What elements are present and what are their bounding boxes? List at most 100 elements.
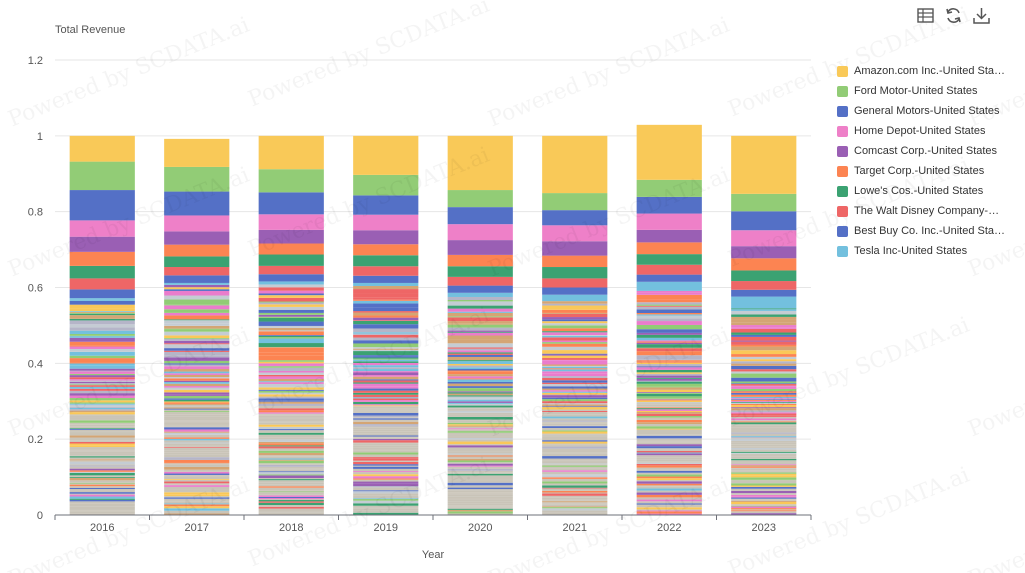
bar-segment-other[interactable] [258, 487, 324, 491]
bar-segment-other[interactable] [542, 433, 608, 435]
bar-segment-other[interactable] [258, 455, 324, 457]
bar-segment[interactable] [542, 225, 608, 242]
bar-segment-other[interactable] [69, 459, 135, 461]
bar-segment-other[interactable] [542, 448, 608, 451]
bar-segment-other[interactable] [542, 481, 608, 484]
bar-segment-other[interactable] [731, 451, 797, 453]
bar-segment-other[interactable] [636, 402, 702, 404]
bar-segment-other[interactable] [447, 388, 513, 392]
bar-segment-other[interactable] [636, 488, 702, 491]
bar-segment-other[interactable] [258, 439, 324, 442]
bar-segment[interactable] [258, 192, 324, 215]
legend-item[interactable]: Tesla Inc-United States [837, 241, 1017, 261]
bar-segment-other[interactable] [636, 446, 702, 449]
bar-segment-other[interactable] [447, 426, 513, 429]
bar-segment-other[interactable] [731, 480, 797, 481]
bar-segment-other[interactable] [164, 369, 230, 372]
bar-segment-other[interactable] [731, 319, 797, 323]
bar-segment-other[interactable] [69, 508, 135, 510]
bar-segment-other[interactable] [353, 369, 419, 372]
bar-segment-other[interactable] [542, 458, 608, 461]
bar-segment[interactable] [731, 258, 797, 271]
bar-segment-other[interactable] [542, 386, 608, 389]
bar-segment-other[interactable] [69, 370, 135, 372]
bar-segment-other[interactable] [164, 360, 230, 364]
bar-segment-other[interactable] [636, 434, 702, 436]
bar-segment-other[interactable] [542, 354, 608, 356]
bar-segment-other[interactable] [636, 423, 702, 427]
bar-segment[interactable] [258, 214, 324, 230]
bar-segment-other[interactable] [636, 342, 702, 345]
bar-segment-other[interactable] [731, 325, 797, 328]
bar-segment-other[interactable] [353, 379, 419, 381]
bar-segment-other[interactable] [731, 383, 797, 385]
bar-segment-other[interactable] [447, 463, 513, 466]
bar-segment-other[interactable] [69, 363, 135, 366]
bar-segment-other[interactable] [258, 317, 324, 322]
bar-segment-other[interactable] [636, 483, 702, 486]
bar-segment-other[interactable] [542, 359, 608, 361]
bar-segment-other[interactable] [731, 470, 797, 472]
bar-segment[interactable] [353, 214, 419, 231]
bar-segment[interactable] [636, 264, 702, 275]
bar-segment-other[interactable] [353, 449, 419, 451]
restore-icon[interactable] [943, 5, 963, 25]
bar-segment-other[interactable] [258, 414, 324, 416]
bar-segment-other[interactable] [636, 408, 702, 410]
bar-segment-other[interactable] [636, 362, 702, 365]
bar-segment-other[interactable] [258, 314, 324, 317]
bar-segment-other[interactable] [258, 458, 324, 460]
bar-segment-other[interactable] [258, 508, 324, 512]
bar-segment-other[interactable] [636, 416, 702, 418]
bar-segment-other[interactable] [542, 492, 608, 494]
bar-segment-other[interactable] [542, 460, 608, 462]
bar-segment-other[interactable] [69, 304, 135, 309]
bar-segment-other[interactable] [636, 340, 702, 342]
bar-segment-other[interactable] [447, 472, 513, 474]
bar-segment-other[interactable] [447, 445, 513, 448]
bar-segment-other[interactable] [69, 324, 135, 328]
bar-segment-other[interactable] [69, 300, 135, 305]
bar-segment-other[interactable] [636, 509, 702, 511]
bar-segment-other[interactable] [636, 321, 702, 325]
bar-segment[interactable] [353, 174, 419, 196]
bar-segment-other[interactable] [636, 403, 702, 405]
bar-segment-other[interactable] [731, 373, 797, 377]
bar-segment-other[interactable] [69, 471, 135, 473]
bar-segment-other[interactable] [164, 374, 230, 378]
bar-segment-other[interactable] [447, 379, 513, 382]
bar-segment-other[interactable] [353, 405, 419, 407]
bar-segment-other[interactable] [353, 407, 419, 409]
bar-segment-other[interactable] [258, 355, 324, 361]
bar-segment-other[interactable] [542, 368, 608, 370]
bar-segment-other[interactable] [447, 360, 513, 362]
bar-segment-other[interactable] [447, 465, 513, 467]
bar-segment[interactable] [447, 224, 513, 241]
bar-segment-other[interactable] [258, 468, 324, 470]
bar-segment-other[interactable] [69, 426, 135, 429]
bar-segment-other[interactable] [731, 467, 797, 469]
bar-segment-other[interactable] [542, 328, 608, 332]
bar-segment-other[interactable] [731, 455, 797, 457]
bar-segment-other[interactable] [69, 494, 135, 497]
bar-segment-other[interactable] [731, 511, 797, 514]
bar-segment-other[interactable] [542, 312, 608, 314]
bar-segment-other[interactable] [542, 358, 608, 360]
bar-segment-other[interactable] [636, 389, 702, 393]
bar-segment-other[interactable] [258, 472, 324, 475]
bar-segment-other[interactable] [447, 453, 513, 455]
legend-item[interactable]: Best Buy Co. Inc.-United States [837, 221, 1017, 241]
bar-segment-other[interactable] [258, 352, 324, 356]
bar-segment-other[interactable] [164, 344, 230, 349]
bar-segment-other[interactable] [542, 331, 608, 333]
bar-segment-other[interactable] [731, 407, 797, 409]
bar-segment-other[interactable] [636, 480, 702, 482]
bar-segment-other[interactable] [353, 311, 419, 313]
bar-segment-other[interactable] [164, 429, 230, 432]
bar-segment-other[interactable] [731, 363, 797, 366]
bar-segment[interactable] [353, 195, 419, 215]
bar-segment-other[interactable] [542, 321, 608, 324]
bar-segment-other[interactable] [542, 390, 608, 392]
bar-segment-other[interactable] [731, 371, 797, 374]
bar-segment-other[interactable] [69, 330, 135, 334]
